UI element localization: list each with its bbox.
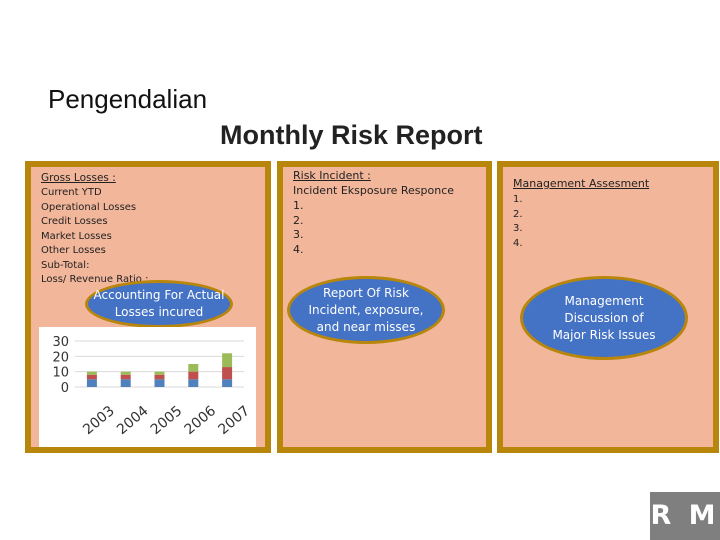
risk-incident-panel: Risk Incident : Incident Eksposure Respo… bbox=[277, 161, 492, 453]
y-tick-label: 10 bbox=[52, 366, 69, 381]
losses-chart: 0 10 20 30 2003 2004 2005 2006 2007 bbox=[39, 327, 256, 447]
risk-report-oval: Report Of Risk Incident, exposure, and n… bbox=[287, 276, 445, 344]
bar-segment bbox=[154, 374, 165, 380]
gross-losses-list: Current YTD Operational Losses Credit Lo… bbox=[41, 186, 148, 288]
management-panel: Management Assesment 1. 2. 3. 4. Managem… bbox=[497, 161, 719, 453]
bar-segment bbox=[86, 379, 97, 387]
list-item: Other Losses bbox=[41, 245, 106, 256]
y-tick-label: 0 bbox=[61, 381, 69, 396]
bar-segment bbox=[188, 364, 199, 372]
bar-segment bbox=[120, 374, 131, 380]
list-item: Credit Losses bbox=[41, 216, 108, 227]
list-item: 4. bbox=[513, 237, 523, 249]
gross-losses-heading: Gross Losses : bbox=[41, 172, 116, 184]
bar-segment bbox=[86, 374, 97, 380]
risk-incident-heading: Risk Incident : bbox=[293, 169, 371, 182]
list-item: Market Losses bbox=[41, 230, 112, 242]
list-item: 3. bbox=[293, 228, 304, 241]
management-numbers: 1. 2. 3. 4. bbox=[513, 193, 523, 251]
page-title: Monthly Risk Report bbox=[220, 120, 483, 150]
list-item: 4. bbox=[293, 242, 304, 256]
bar-segment bbox=[222, 367, 233, 380]
bar-segment bbox=[154, 379, 165, 387]
management-heading: Management Assesment bbox=[513, 177, 650, 190]
gross-losses-panel: Gross Losses : Current YTD Operational L… bbox=[25, 161, 271, 453]
list-item: 1. bbox=[513, 194, 523, 205]
bar-segment bbox=[188, 371, 199, 380]
list-item: 1. bbox=[293, 199, 304, 212]
risk-incident-subheading: Incident Eksposure Responce bbox=[293, 184, 455, 197]
y-tick-label: 30 bbox=[52, 335, 69, 350]
bar-segment bbox=[86, 371, 97, 375]
bar-segment bbox=[120, 371, 131, 375]
list-item: Current YTD bbox=[41, 187, 102, 198]
risk-incident-numbers: 1. 2. 3. 4. bbox=[293, 199, 304, 257]
accounting-losses-oval: Accounting For Actual Losses incured bbox=[85, 280, 233, 328]
management-discussion-oval: Management Discussion of Major Risk Issu… bbox=[520, 276, 688, 360]
x-tick-label: 2006 bbox=[182, 403, 220, 438]
list-item: Operational Losses bbox=[41, 201, 137, 213]
list-item: Sub-Total: bbox=[41, 259, 90, 271]
bar-segment bbox=[188, 379, 199, 387]
rm-logo: R M bbox=[650, 492, 720, 540]
x-tick-label: 2005 bbox=[148, 403, 186, 438]
bar-segment bbox=[222, 353, 233, 368]
title-line1: Pengendalian bbox=[48, 84, 208, 114]
list-item: 2. bbox=[513, 208, 523, 220]
list-item: Loss/ Revenue Ratio : bbox=[41, 274, 149, 285]
bar-segment bbox=[120, 379, 131, 387]
y-tick-label: 20 bbox=[52, 350, 69, 365]
list-item: 3. bbox=[513, 223, 523, 234]
x-tick-label: 2004 bbox=[114, 403, 152, 438]
x-tick-label: 2007 bbox=[215, 403, 253, 438]
bar-segment bbox=[222, 379, 233, 387]
list-item: 2. bbox=[293, 213, 304, 227]
bar-segment bbox=[154, 371, 165, 375]
x-tick-label: 2003 bbox=[80, 403, 118, 438]
